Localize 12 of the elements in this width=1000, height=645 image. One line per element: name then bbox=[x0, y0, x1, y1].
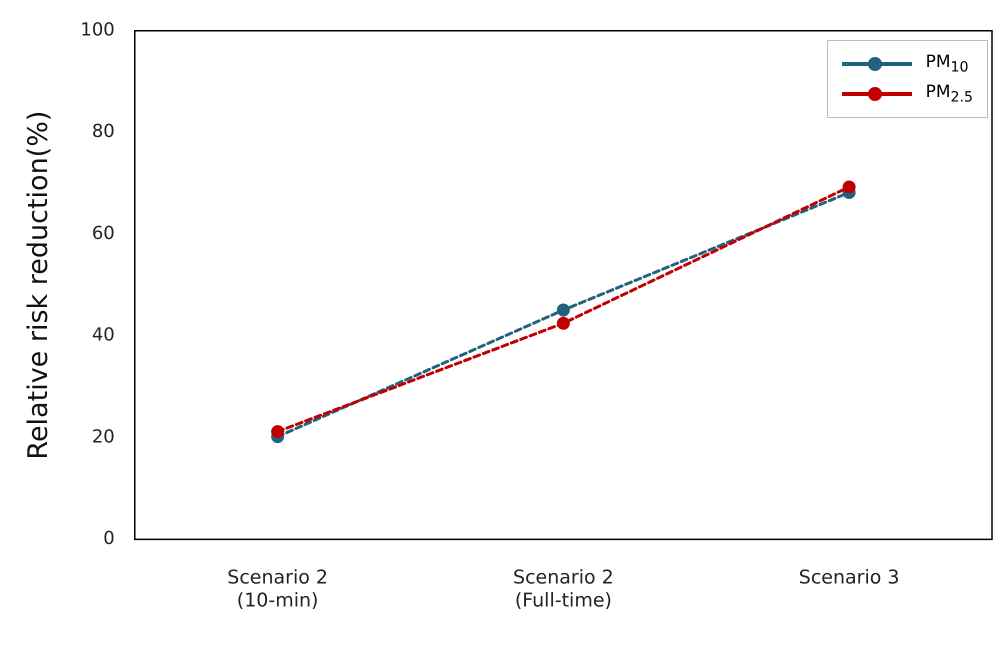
x-tick-label: Scenario 2 (10-min) bbox=[227, 566, 328, 612]
y-tick-label: 80 bbox=[92, 121, 115, 142]
legend-label: PM$_{10}$ bbox=[926, 52, 968, 76]
x-tick-label: Scenario 2 (Full-time) bbox=[513, 566, 614, 612]
y-axis-title: Relative risk reduction(%) bbox=[23, 110, 54, 460]
legend-label: PM$_{2.5}$ bbox=[926, 82, 973, 106]
y-tick-label: 40 bbox=[92, 324, 115, 346]
y-tick-label: 100 bbox=[80, 19, 115, 40]
y-tick-label: 60 bbox=[92, 222, 115, 244]
y-tick-label: 20 bbox=[92, 426, 115, 448]
x-tick-label: Scenario 3 bbox=[798, 566, 900, 589]
y-tick-label: 0 bbox=[103, 528, 115, 550]
